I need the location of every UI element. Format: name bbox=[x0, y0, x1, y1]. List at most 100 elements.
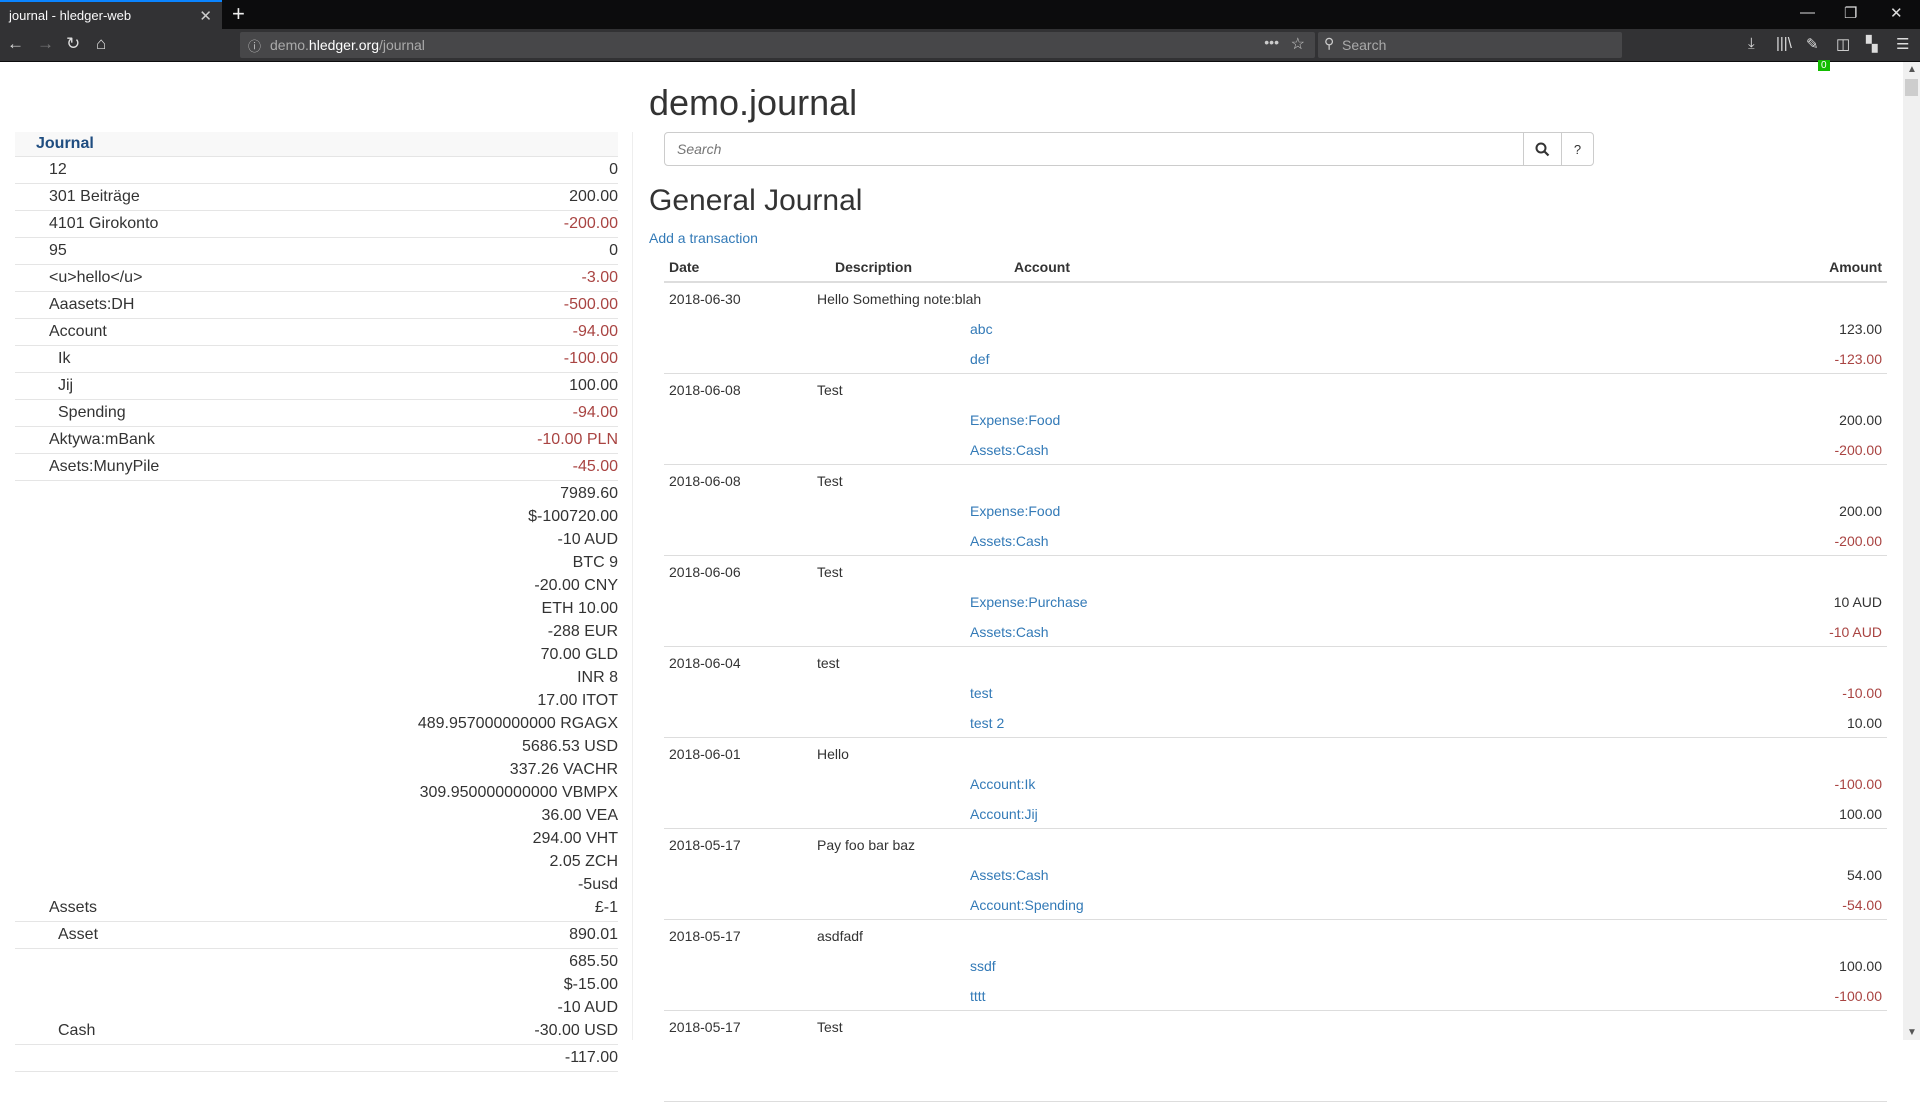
sidebar-account-row[interactable]: 95 0 bbox=[15, 238, 618, 265]
posting-account-link[interactable]: Expense:Food bbox=[970, 412, 1061, 428]
account-name[interactable]: Jij bbox=[58, 377, 74, 394]
transaction-description: test bbox=[817, 655, 840, 671]
sidebar-account-row[interactable]: Account -94.00 bbox=[15, 319, 618, 346]
posting-account-link[interactable]: Account:Spending bbox=[970, 897, 1084, 913]
forward-icon[interactable]: → bbox=[37, 34, 54, 53]
posting-account-link[interactable]: tttt bbox=[970, 988, 986, 1004]
search-input[interactable] bbox=[665, 133, 1523, 165]
transaction-row: 2018-05-17 Test bbox=[664, 1011, 1887, 1102]
scroll-thumb[interactable] bbox=[1905, 79, 1918, 96]
search-button[interactable] bbox=[1523, 133, 1561, 165]
posting-account-link[interactable]: Assets:Cash bbox=[970, 442, 1049, 458]
scroll-up-icon[interactable]: ▲ bbox=[1907, 64, 1917, 75]
posting-account-link[interactable]: Account:Ik bbox=[970, 776, 1036, 792]
balance-amount: £-1 bbox=[594, 899, 618, 916]
posting-account-link[interactable]: Account:Jij bbox=[970, 806, 1038, 822]
sidebar-journal-link[interactable]: Journal bbox=[15, 132, 618, 157]
reload-icon[interactable]: ↻ bbox=[66, 34, 81, 53]
account-name[interactable]: Assets bbox=[49, 899, 98, 916]
posting-account-link[interactable]: test bbox=[970, 685, 993, 701]
transaction-date: 2018-06-08 bbox=[669, 382, 741, 398]
close-window-icon[interactable]: ✕ bbox=[1890, 5, 1903, 22]
journal-table: Date Description Account Amount 2018-06-… bbox=[664, 252, 1887, 1102]
balance-amount: 0 bbox=[609, 161, 618, 178]
info-icon[interactable]: ⓘ bbox=[248, 39, 262, 54]
posting-account-link[interactable]: Assets:Cash bbox=[970, 867, 1049, 883]
url-prefix: demo. bbox=[270, 37, 309, 53]
library-icon[interactable]: |||\ bbox=[1776, 35, 1792, 52]
sidebar-account-row[interactable]: Aktywa:mBank -10.00 PLN bbox=[15, 427, 618, 454]
sidebar-account-row[interactable]: Asset 890.01 bbox=[15, 922, 618, 949]
balance-amount: BTC 9 bbox=[572, 554, 618, 571]
sidebar-account-row[interactable]: Spending -94.00 bbox=[15, 400, 618, 427]
posting-account-link[interactable]: Assets:Cash bbox=[970, 533, 1049, 549]
restore-icon[interactable]: ❐ bbox=[1844, 5, 1858, 22]
transaction-row: 2018-06-01 Hello Account:Ik -100.00 Account:… bbox=[664, 738, 1887, 829]
account-name[interactable]: Aktywa:mBank bbox=[49, 431, 155, 448]
posting-account-link[interactable]: Expense:Purchase bbox=[970, 594, 1088, 610]
browser-search-input[interactable]: ⚲ Search bbox=[1318, 32, 1622, 58]
back-icon[interactable]: ← bbox=[7, 34, 24, 53]
sidebar-account-row[interactable]: 4101 Girokonto -200.00 bbox=[15, 211, 618, 238]
posting-amount: -123.00 bbox=[1834, 351, 1882, 367]
sidebar-account-row[interactable]: Asets:MunyPile -45.00 bbox=[15, 454, 618, 481]
posting-account-link[interactable]: abc bbox=[970, 321, 993, 337]
url-bar[interactable]: ⓘ demo.hledger.org/journal ••• ☆ bbox=[240, 32, 1315, 58]
account-name[interactable]: 12 bbox=[49, 161, 67, 178]
account-name[interactable]: Account bbox=[49, 323, 107, 340]
account-name[interactable]: Asset bbox=[58, 926, 99, 943]
new-tab-icon[interactable]: + bbox=[232, 1, 245, 26]
browser-tab[interactable]: journal - hledger-web ✕ bbox=[0, 0, 222, 29]
account-name[interactable]: Cash bbox=[58, 1022, 96, 1039]
account-name[interactable]: Ik bbox=[58, 350, 71, 367]
addon-icon[interactable]: ✎ bbox=[1806, 36, 1819, 53]
sidebar-account-row[interactable]: Aaasets:DH -500.00 bbox=[15, 292, 618, 319]
col-date: Date bbox=[669, 259, 700, 275]
posting-account-link[interactable]: Expense:Food bbox=[970, 503, 1061, 519]
balance-amount: INR 8 bbox=[577, 669, 618, 686]
account-name[interactable]: Asets:MunyPile bbox=[49, 458, 160, 475]
posting-account-link[interactable]: Assets:Cash bbox=[970, 624, 1049, 640]
balance-amount: 489.957000000000 RGAGX bbox=[417, 715, 618, 732]
scrollbar[interactable]: ▲ ▼ bbox=[1903, 62, 1920, 1040]
account-balance: -3.00 bbox=[582, 266, 618, 289]
posting-account-link[interactable]: def bbox=[970, 351, 990, 367]
account-name[interactable]: 301 Beiträge bbox=[49, 188, 140, 205]
account-name[interactable]: 95 bbox=[49, 242, 67, 259]
transaction-row: 2018-06-08 Test Expense:Food 200.00 Assets:C… bbox=[664, 374, 1887, 465]
posting-row: Assets:Cash 54.00 bbox=[664, 867, 1887, 897]
account-name[interactable]: <u>hello</u> bbox=[49, 269, 143, 286]
page-title: demo.journal bbox=[649, 82, 858, 123]
sidebar-account-row[interactable]: <u>hello</u> -3.00 bbox=[15, 265, 618, 292]
balance-amount: -94.00 bbox=[572, 404, 618, 421]
sidebar-account-row[interactable]: Cash 685.50 $-15.00 -10 AUD -30.00 USD bbox=[15, 949, 618, 1045]
posting-amount: -100.00 bbox=[1834, 776, 1882, 792]
scroll-down-icon[interactable]: ▼ bbox=[1907, 1027, 1917, 1038]
transaction-description: asdfadf bbox=[817, 928, 863, 944]
bookmark-star-icon[interactable]: ☆ bbox=[1290, 36, 1305, 53]
posting-amount: 200.00 bbox=[1839, 412, 1882, 428]
add-transaction-link[interactable]: Add a transaction bbox=[649, 230, 758, 246]
sidebar-icon[interactable]: ◫ bbox=[1836, 36, 1851, 53]
sidebar-account-row[interactable]: Assets 7989.60 $-100720.00 -10 AUD BTC 9 -20.… bbox=[15, 481, 618, 922]
sidebar-account-row[interactable]: Jij 100.00 bbox=[15, 373, 618, 400]
sidebar-account-row[interactable]: 301 Beiträge 200.00 bbox=[15, 184, 618, 211]
sidebar-account-row[interactable]: Ik -100.00 bbox=[15, 346, 618, 373]
sidebar-account-row[interactable]: 12 0 bbox=[15, 157, 618, 184]
containers-icon[interactable]: ▚ bbox=[1866, 36, 1878, 53]
account-name[interactable]: Aaasets:DH bbox=[49, 296, 135, 313]
account-name[interactable]: Spending bbox=[58, 404, 126, 421]
close-tab-icon[interactable]: ✕ bbox=[199, 8, 212, 25]
posting-account-link[interactable]: test 2 bbox=[970, 715, 1005, 731]
sidebar-account-row[interactable]: -117.00 bbox=[15, 1045, 618, 1072]
help-button[interactable]: ? bbox=[1561, 133, 1593, 165]
download-icon[interactable]: ⤓ bbox=[1748, 35, 1755, 52]
minimize-icon[interactable]: — bbox=[1800, 4, 1815, 21]
menu-icon[interactable]: ☰ bbox=[1896, 36, 1910, 53]
account-name[interactable]: 4101 Girokonto bbox=[49, 215, 159, 232]
page-actions-icon[interactable]: ••• bbox=[1264, 34, 1279, 50]
transaction-row: 2018-06-30 Hello Something note:blah abc 12… bbox=[664, 283, 1887, 374]
home-icon[interactable]: ⌂ bbox=[96, 34, 107, 53]
transaction-date: 2018-06-06 bbox=[669, 564, 741, 580]
posting-account-link[interactable]: ssdf bbox=[970, 958, 996, 974]
